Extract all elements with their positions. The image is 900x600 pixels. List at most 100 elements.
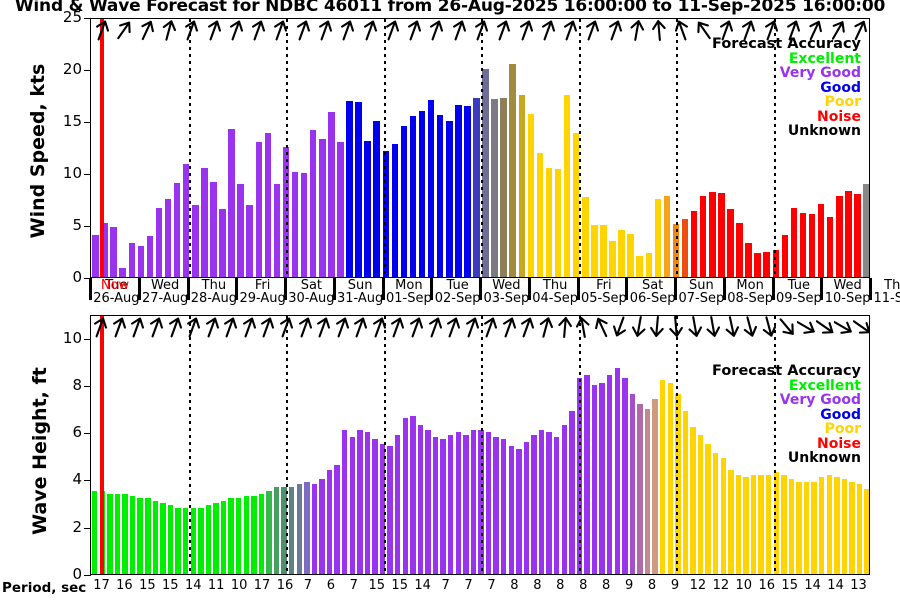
direction-arrow [673, 19, 691, 45]
date-label: 27-Aug [141, 291, 189, 306]
direction-arrow [296, 316, 314, 342]
period-value: 8 [533, 578, 542, 593]
bar [246, 205, 253, 277]
bar [198, 507, 204, 574]
bar [803, 481, 810, 574]
bar [826, 216, 834, 277]
bar [213, 503, 219, 574]
bar [296, 484, 302, 574]
period-value: 14 [184, 578, 202, 593]
day-separator [286, 19, 288, 277]
date-label: 08-Sep [727, 291, 773, 306]
bar [478, 429, 484, 574]
bar [546, 432, 552, 574]
bar [531, 434, 537, 574]
period-values-row: 17 16 15 15 14 11 10 17 16 7 6 7 15 15 14 7 7 7 8 8 8 8 8 9 8 9 12… [90, 578, 870, 598]
bar [754, 253, 761, 277]
y-tick-mark [84, 122, 91, 123]
legend-title: Forecast Accuracy [712, 363, 861, 379]
bar [660, 380, 666, 574]
bar [137, 498, 143, 574]
date-day-of-week: Thu [884, 278, 900, 293]
bar [205, 505, 212, 574]
bar [373, 121, 380, 277]
date-label: 06-Sep [629, 291, 676, 306]
date-label: 28-Aug [190, 291, 238, 306]
y-tick-label: 0 [72, 268, 82, 286]
direction-arrow [556, 316, 574, 342]
bar [485, 432, 492, 574]
bar [681, 218, 689, 277]
day-separator [481, 19, 483, 277]
bar [237, 184, 244, 277]
bar [173, 183, 181, 277]
bar [781, 474, 787, 574]
bar [387, 446, 393, 574]
direction-arrow [561, 19, 579, 45]
day-separator [676, 19, 678, 277]
direction-arrow [494, 19, 512, 45]
legend-item-unknown: Unknown [787, 123, 861, 139]
day-separator [481, 316, 483, 574]
period-value: 9 [670, 578, 680, 593]
bar [629, 394, 636, 574]
bar [309, 130, 317, 277]
direction-arrow [481, 316, 499, 342]
bar [228, 129, 235, 277]
bar [192, 205, 199, 277]
legend-item-good: Good [820, 406, 861, 423]
bar [473, 98, 480, 277]
bar [728, 470, 734, 574]
bar [682, 410, 689, 574]
direction-arrow [370, 316, 388, 342]
direction-arrow [760, 316, 778, 342]
direction-arrow [778, 316, 796, 342]
y-tick-label: 8 [72, 375, 82, 394]
bar [346, 101, 353, 277]
bar [114, 493, 121, 574]
direction-arrow [667, 316, 685, 342]
bar [266, 491, 272, 574]
bar [92, 491, 98, 574]
direction-arrow [537, 316, 555, 342]
bar [355, 102, 362, 277]
direction-arrow [160, 19, 178, 45]
bar [391, 143, 399, 277]
direction-arrow [147, 316, 165, 342]
period-value: 10 [735, 578, 753, 593]
direction-arrow [361, 19, 379, 45]
bar [282, 147, 290, 277]
bar [210, 182, 217, 277]
bar [455, 105, 462, 277]
period-value: 15 [162, 578, 179, 593]
legend-item-excellent: Excellent [788, 50, 861, 67]
bar [107, 493, 113, 574]
bar [432, 436, 439, 574]
bar [219, 209, 226, 277]
bar [160, 503, 166, 574]
bar [690, 427, 696, 574]
bar [402, 418, 408, 574]
period-value: 6 [326, 578, 336, 593]
date-tick [430, 278, 434, 300]
bar [440, 439, 446, 574]
day-separator [188, 19, 191, 277]
date-tick [771, 278, 775, 300]
direction-arrow [739, 19, 757, 45]
direction-arrow [277, 316, 295, 342]
bar [119, 267, 126, 277]
bar [152, 500, 159, 574]
direction-arrow [583, 19, 601, 45]
bar [554, 436, 560, 574]
bar [137, 245, 145, 277]
direction-arrow [314, 316, 332, 342]
y-tick-mark [84, 527, 91, 529]
bar [334, 465, 340, 574]
direction-arrow [852, 316, 869, 342]
y-tick-mark [84, 575, 91, 576]
bar [607, 375, 613, 574]
direction-arrow [539, 19, 557, 45]
bar [527, 113, 535, 277]
date-day-of-week: Sun [347, 278, 373, 293]
date-label: 26-Aug [93, 291, 140, 306]
